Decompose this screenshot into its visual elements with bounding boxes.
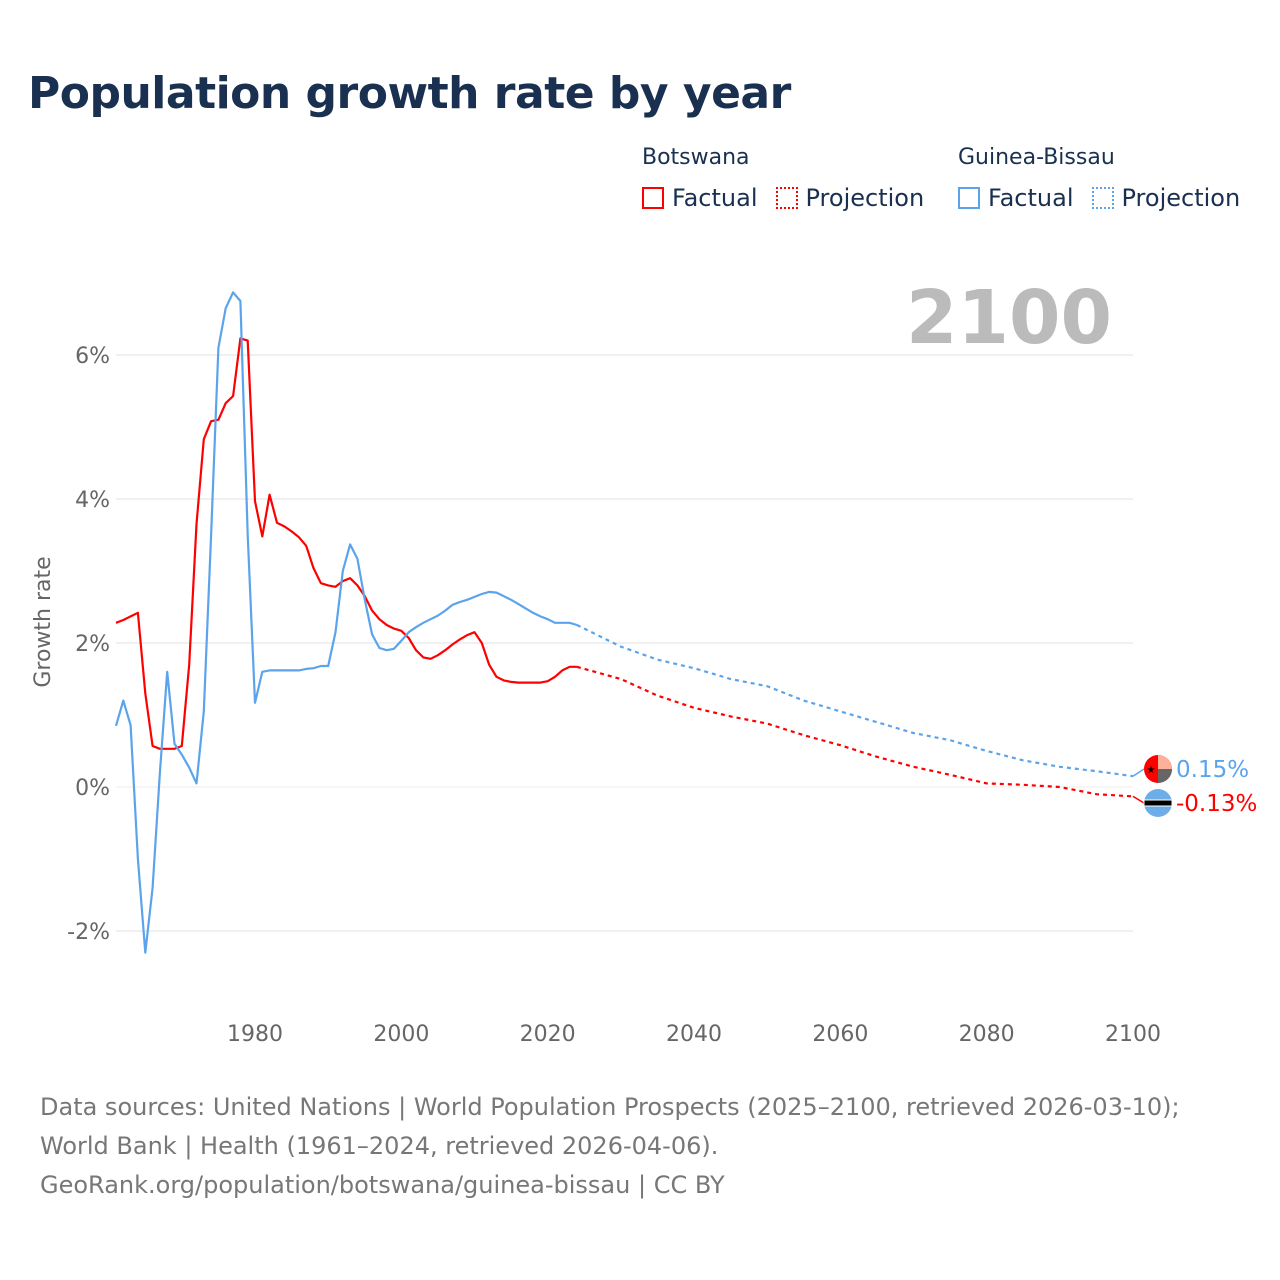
series-factual-botswana	[115, 337, 577, 750]
y-tick-label: -2%	[67, 920, 110, 945]
series-projection-guinea-bissau	[576, 624, 1134, 778]
legend-swatch-dotted	[775, 187, 798, 209]
y-tick-label: 0%	[75, 776, 110, 801]
y-tick-label: 2%	[75, 632, 110, 657]
x-tick-label: 1980	[227, 1022, 283, 1047]
y-tick-label: 6%	[75, 344, 110, 369]
flag-stripe	[1143, 799, 1173, 807]
end-value-label: 0.15%	[1176, 757, 1249, 783]
legend-country: Guinea-Bissau	[958, 145, 1115, 170]
series-projection-botswana	[576, 665, 1134, 798]
flag-quadrant	[1158, 755, 1172, 769]
x-tick-label: 2040	[666, 1022, 722, 1047]
footer: Data sources: United Nations | World Pop…	[40, 1088, 1240, 1205]
y-tick-label: 4%	[75, 488, 110, 513]
source-link[interactable]: GeoRank.org/population/botswana/guinea-b…	[40, 1171, 725, 1199]
legend-country: Botswana	[642, 145, 750, 170]
legend-label: Projection	[805, 184, 925, 212]
flag-quadrant	[1158, 769, 1172, 783]
end-value-label: -0.13%	[1176, 791, 1257, 817]
flag-star: ★	[1147, 765, 1156, 776]
legend-factual[interactable]: Factual	[958, 184, 1074, 212]
legend-label: Factual	[988, 184, 1074, 212]
y-axis-label: Growth rate	[31, 556, 56, 687]
data-sources: Data sources: United Nations | World Pop…	[40, 1093, 1180, 1160]
legend-label: Projection	[1121, 184, 1241, 212]
label-connector	[1132, 795, 1145, 804]
chart-title: Population growth rate by year	[28, 68, 791, 119]
line-chart: -2% 0% 2% 4% 6% 1980 2000 2020 2040 2060 2080 2100 G…	[31, 275, 1257, 1047]
legend-label: Factual	[672, 184, 758, 212]
label-connector	[1132, 768, 1145, 777]
legend-botswana: Botswana Factual Projection	[642, 145, 924, 212]
legend-swatch-solid	[642, 187, 664, 209]
x-tick-label: 2020	[520, 1022, 576, 1047]
x-tick-label: 2060	[812, 1022, 868, 1047]
legend-factual[interactable]: Factual	[642, 184, 758, 212]
legend-swatch-solid	[958, 187, 980, 209]
x-tick-label: 2080	[959, 1022, 1015, 1047]
series-factual-guinea-bissau	[114, 291, 578, 954]
legend-guinea-bissau: Guinea-Bissau Factual Projection	[958, 145, 1240, 212]
legend-swatch-dotted	[1091, 187, 1114, 209]
x-tick-label: 2000	[373, 1022, 429, 1047]
legend-projection[interactable]: Projection	[775, 184, 925, 212]
x-tick-label: 2100	[1105, 1022, 1161, 1047]
legend-projection[interactable]: Projection	[1091, 184, 1241, 212]
year-label: 2100	[906, 275, 1112, 361]
